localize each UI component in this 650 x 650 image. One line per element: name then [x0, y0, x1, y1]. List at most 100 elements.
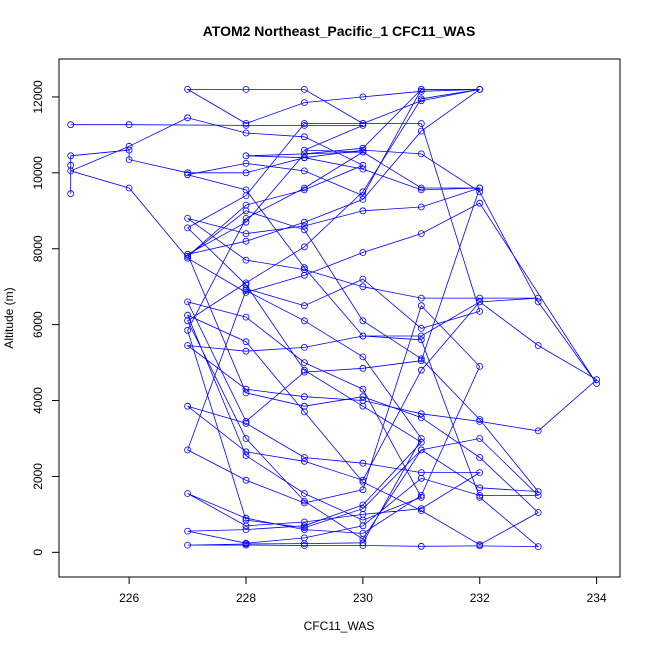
data-point	[67, 152, 75, 160]
data-point	[359, 364, 367, 372]
data-point	[300, 133, 308, 141]
x-axis-label: CFC11_WAS	[304, 619, 375, 633]
data-point	[242, 207, 250, 215]
data-point	[184, 250, 192, 258]
data-point	[300, 402, 308, 410]
data-point	[359, 317, 367, 325]
data-point	[476, 435, 484, 442]
data-point	[476, 454, 484, 461]
data-point	[184, 214, 192, 222]
data-point	[242, 389, 250, 397]
data-point	[476, 188, 484, 196]
data-point	[242, 218, 250, 226]
data-point	[417, 474, 425, 482]
data-point	[242, 539, 250, 547]
data-point	[476, 362, 484, 370]
data-point	[242, 338, 250, 346]
data-point	[300, 154, 308, 162]
data-point	[534, 543, 542, 550]
series-layer	[67, 86, 600, 550]
data-point	[300, 490, 308, 497]
data-point	[184, 298, 192, 306]
data-point	[300, 454, 308, 461]
data-point	[300, 99, 308, 106]
data-point	[359, 148, 367, 156]
data-point	[417, 87, 425, 95]
data-point	[476, 491, 484, 499]
data-point	[417, 438, 425, 446]
data-point	[417, 203, 425, 211]
data-point	[242, 419, 250, 427]
data-point	[242, 476, 250, 484]
data-point	[67, 121, 75, 129]
data-point	[300, 86, 308, 93]
data-point	[359, 332, 367, 340]
data-point	[476, 493, 484, 501]
data-point	[300, 264, 308, 272]
data-point	[242, 169, 250, 177]
series-line-1	[70, 89, 598, 548]
data-point	[300, 497, 308, 505]
data-point	[300, 243, 308, 251]
data-point	[359, 144, 367, 152]
data-point	[534, 342, 542, 349]
data-point	[242, 285, 250, 293]
data-point	[184, 252, 192, 260]
data-point	[359, 539, 367, 547]
data-point	[242, 192, 250, 200]
data-point	[417, 86, 425, 93]
data-point	[242, 347, 250, 355]
data-point	[300, 393, 308, 401]
y-axis-label: Altitude (m)	[2, 287, 16, 348]
data-point	[300, 218, 308, 226]
x-tick-label: 234	[587, 591, 607, 605]
data-point	[359, 192, 367, 200]
data-point	[476, 86, 484, 93]
data-point	[417, 336, 425, 344]
data-point	[242, 120, 250, 127]
data-point	[300, 122, 308, 129]
data-point	[359, 161, 367, 169]
data-point	[359, 249, 367, 256]
data-point	[184, 527, 192, 535]
data-point	[125, 184, 133, 192]
data-point	[242, 86, 250, 93]
data-point	[184, 254, 192, 262]
data-point	[359, 478, 367, 486]
data-point	[242, 230, 250, 238]
data-point	[300, 524, 308, 532]
data-point	[417, 435, 425, 442]
data-point	[242, 452, 250, 460]
series-line-2	[69, 89, 597, 546]
data-point	[184, 169, 192, 177]
data-point	[476, 469, 484, 477]
data-point	[417, 493, 425, 501]
data-point	[300, 167, 308, 175]
data-point	[417, 150, 425, 158]
data-point	[417, 446, 425, 454]
data-point	[417, 120, 425, 127]
data-point	[359, 402, 367, 410]
data-point	[417, 542, 425, 550]
data-point	[417, 95, 425, 103]
data-point	[184, 311, 192, 319]
data-point	[300, 120, 308, 127]
data-point	[242, 514, 250, 522]
data-point	[359, 146, 367, 154]
data-point	[417, 507, 425, 515]
data-point	[242, 541, 250, 549]
data-point	[417, 355, 425, 363]
data-point	[359, 385, 367, 393]
data-point	[242, 526, 250, 533]
data-point	[417, 332, 425, 340]
data-point	[417, 230, 425, 238]
x-tick-label: 232	[470, 591, 490, 605]
data-point	[359, 188, 367, 196]
data-point	[476, 184, 484, 192]
data-point	[242, 313, 250, 321]
data-point	[476, 484, 484, 492]
data-point	[359, 522, 367, 530]
data-point	[417, 491, 425, 499]
